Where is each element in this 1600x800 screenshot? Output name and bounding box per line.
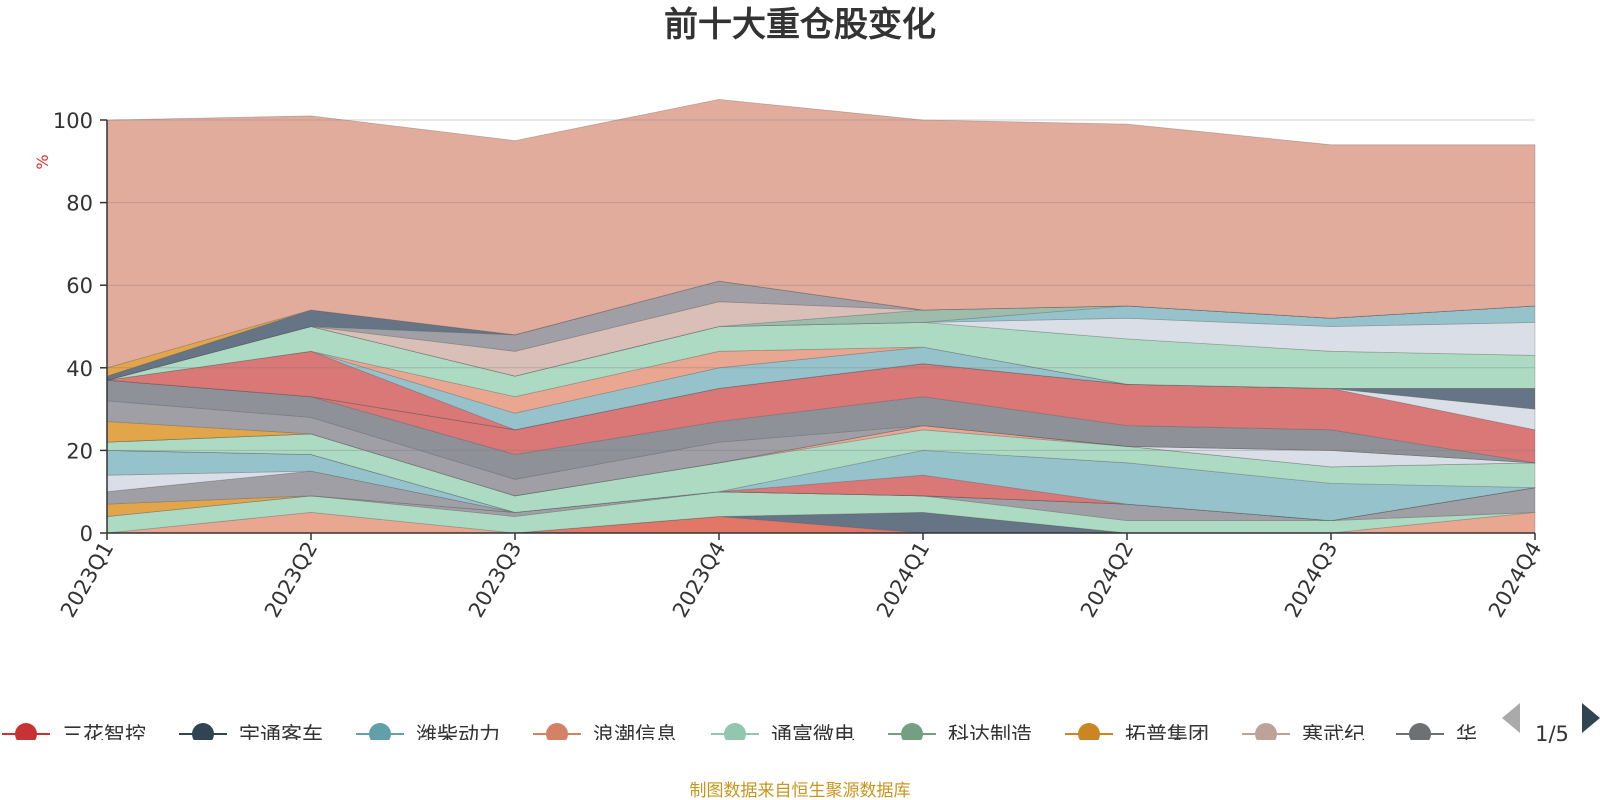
legend-item[interactable]: 三花智控 xyxy=(2,723,146,747)
axes xyxy=(106,120,1535,534)
legend-item[interactable]: 科达制造 xyxy=(888,723,1032,747)
legend-item[interactable]: 拓普集团 xyxy=(1065,723,1209,747)
legend-page-indicator: 1/5 xyxy=(1535,722,1569,746)
plot-areas xyxy=(106,98,1536,534)
legend-pager[interactable]: 1/5 xyxy=(1502,703,1600,746)
y-tick-label: 40 xyxy=(66,357,93,381)
x-tick-label: 2023Q1 xyxy=(56,538,118,622)
x-axis-ticks: 2023Q1 2023Q2 2023Q3 2023Q4 2024Q1 2024Q2 2024… xyxy=(56,533,1546,622)
legend-label: 宇通客车 xyxy=(239,723,323,747)
x-tick-label: 2024Q2 xyxy=(1076,538,1138,622)
legend-marker xyxy=(15,723,37,740)
x-tick-label: 2024Q4 xyxy=(1484,538,1546,622)
legend-next-icon[interactable] xyxy=(1582,703,1600,733)
x-tick-label: 2023Q4 xyxy=(668,538,730,622)
legend-label: 三花智控 xyxy=(62,723,146,747)
area-series-19 xyxy=(106,363,1536,431)
legend-marker xyxy=(1078,723,1100,740)
data-source-note: 制图数据来自恒生聚源数据库 xyxy=(690,781,911,800)
x-tick-label: 2023Q2 xyxy=(260,538,322,622)
legend-marker xyxy=(724,723,746,740)
x-tick-label: 2024Q3 xyxy=(1280,538,1342,622)
y-axis-label: % xyxy=(33,154,52,169)
legend-item[interactable]: 浪潮信息 xyxy=(533,723,677,747)
legend-label: 科达制造 xyxy=(948,723,1032,747)
chart-title: 前十大重仓股变化 xyxy=(664,5,936,45)
x-tick-label: 2024Q1 xyxy=(872,538,934,622)
y-tick-label: 60 xyxy=(66,274,93,298)
legend-marker xyxy=(369,723,391,740)
area-series-31 xyxy=(106,98,1536,369)
grid-lines xyxy=(107,119,1535,534)
legend-label: 华 xyxy=(1456,723,1477,747)
legend-label: 寒武纪 xyxy=(1302,723,1365,747)
x-tick-label: 2023Q3 xyxy=(464,538,526,622)
y-tick-label: 0 xyxy=(80,522,93,546)
y-tick-label: 80 xyxy=(66,192,93,216)
legend-marker xyxy=(546,723,568,740)
legend-marker xyxy=(901,723,923,740)
y-tick-label: 20 xyxy=(66,439,93,463)
area-series-22 xyxy=(106,346,1535,414)
legend-marker xyxy=(1409,723,1431,740)
legend-label: 拓普集团 xyxy=(1125,723,1209,747)
y-axis-ticks: 0 20 40 60 80 100 xyxy=(53,109,107,546)
area-series-15 xyxy=(106,400,1536,497)
legend-item[interactable]: 通富微电 xyxy=(711,723,855,747)
legend-label: 通富微电 xyxy=(771,723,855,747)
legend-item[interactable]: 华 xyxy=(1396,723,1477,747)
legend-item[interactable]: 宇通客车 xyxy=(179,723,323,747)
legend-marker xyxy=(192,723,214,740)
legend-item[interactable]: 寒武纪 xyxy=(1242,723,1365,747)
y-tick-label: 100 xyxy=(53,109,93,133)
legend[interactable]: 三花智控 宇通客车 潍柴动力 浪潮信息 通富微电 科达制造 拓普集团 寒武纪 华 xyxy=(2,723,1477,747)
area-series-17 xyxy=(106,363,1536,464)
area-series-18 xyxy=(106,363,1536,431)
area-series-21 xyxy=(106,346,1535,431)
legend-label: 潍柴动力 xyxy=(416,723,500,747)
legend-item[interactable]: 潍柴动力 xyxy=(356,723,500,747)
legend-marker xyxy=(1255,723,1277,740)
legend-prev-icon[interactable] xyxy=(1502,703,1520,733)
legend-label: 浪潮信息 xyxy=(593,723,677,747)
